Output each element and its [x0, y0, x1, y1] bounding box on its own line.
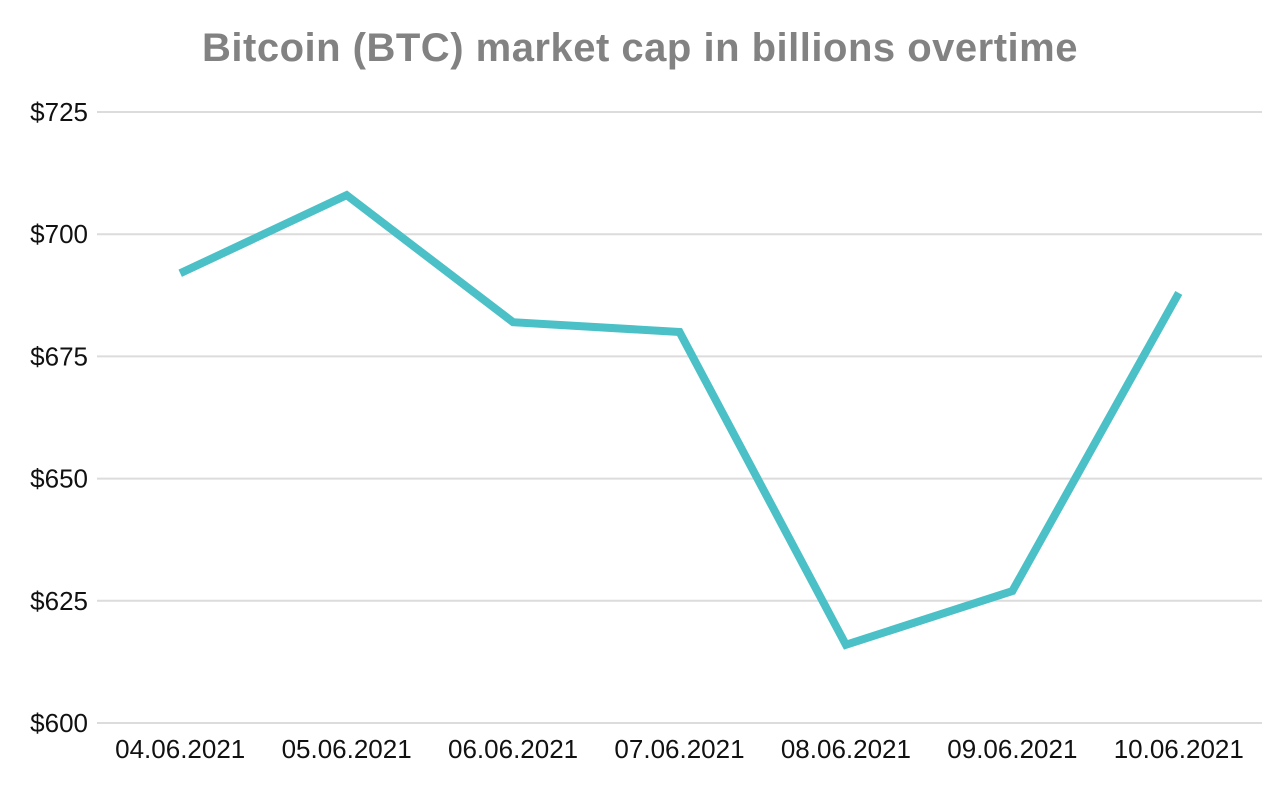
x-tick-label: 08.06.2021: [781, 734, 911, 764]
y-tick-label: $625: [30, 586, 88, 616]
x-tick-label: 05.06.2021: [282, 734, 412, 764]
x-tick-label: 07.06.2021: [614, 734, 744, 764]
x-tick-label: 06.06.2021: [448, 734, 578, 764]
x-tick-label: 09.06.2021: [947, 734, 1077, 764]
data-line-series: [178, 190, 1183, 650]
chart-title: Bitcoin (BTC) market cap in billions ove…: [202, 26, 1078, 70]
x-tick-label: 04.06.2021: [115, 734, 245, 764]
y-tick-label: $725: [30, 97, 88, 127]
y-tick-label: $700: [30, 219, 88, 249]
y-tick-label: $650: [30, 464, 88, 494]
y-tick-label: $600: [30, 708, 88, 738]
y-tick-label: $675: [30, 341, 88, 371]
x-tick-label: 10.06.2021: [1114, 734, 1244, 764]
